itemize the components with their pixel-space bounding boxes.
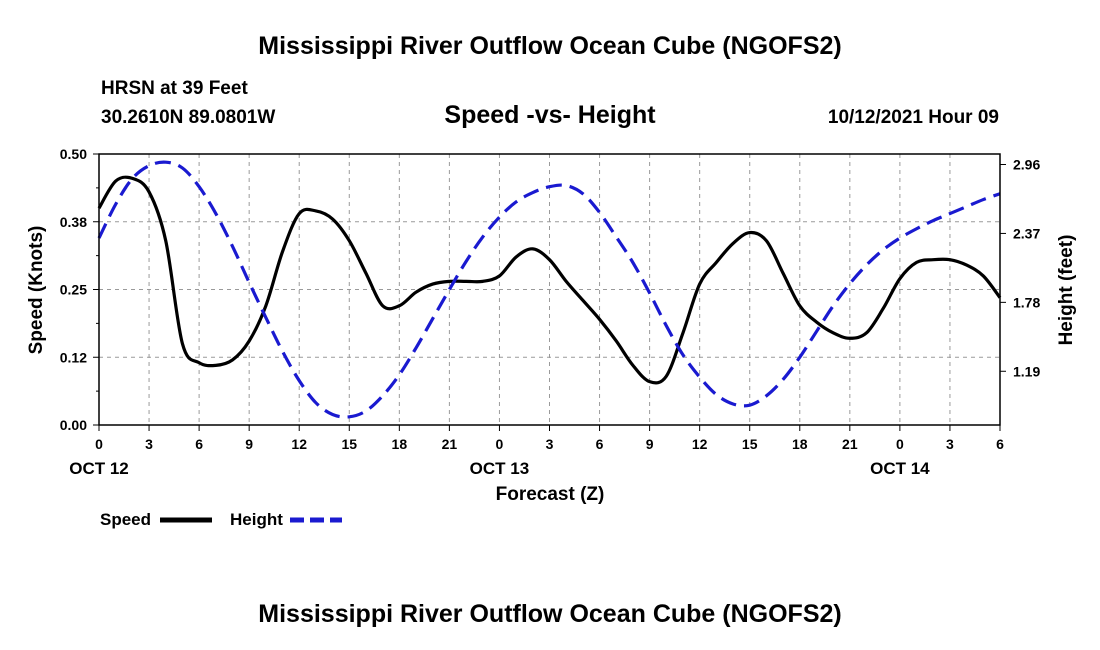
x-tick-label: 9 [646, 436, 654, 452]
x-tick-label: 21 [442, 436, 458, 452]
x-axis-label: Forecast (Z) [496, 484, 605, 505]
y-tick-label-left: 0.25 [60, 282, 87, 298]
x-tick-label: 18 [392, 436, 408, 452]
x-tick-label: 6 [195, 436, 203, 452]
station-coords: 30.2610N 89.0801W [101, 107, 276, 128]
y-tick-label-left: 0.00 [60, 417, 87, 433]
x-tick-label: 3 [946, 436, 954, 452]
y-tick-label-right: 1.78 [1013, 294, 1040, 310]
x-tick-label: 15 [742, 436, 758, 452]
x-tick-label: 6 [996, 436, 1004, 452]
y-tick-label-left: 0.50 [60, 146, 87, 162]
y-tick-label-left: 0.12 [60, 349, 87, 365]
x-tick-label: 21 [842, 436, 858, 452]
issued-time: 10/12/2021 Hour 09 [827, 107, 999, 128]
x-tick-label: 3 [145, 436, 153, 452]
series-line-speed [97, 175, 1002, 385]
x-tick-label: 18 [792, 436, 808, 452]
x-tick-label: 0 [496, 436, 504, 452]
legend-height-label: Height [230, 510, 283, 529]
x-tick-label: 3 [546, 436, 554, 452]
chart-title: Speed -vs- Height [444, 101, 656, 129]
y-tick-label-left: 0.38 [60, 214, 87, 230]
x-date-label: OCT 14 [870, 459, 930, 478]
page-title: Mississippi River Outflow Ocean Cube (NG… [258, 32, 842, 60]
y-tick-label-right: 1.19 [1013, 363, 1040, 379]
legend-speed-label: Speed [100, 510, 151, 529]
grid-lines [99, 154, 1000, 425]
x-tick-label: 12 [692, 436, 708, 452]
footer-title: Mississippi River Outflow Ocean Cube (NG… [258, 600, 842, 628]
x-date-label: OCT 12 [69, 459, 129, 478]
station-name: HRSN at 39 Feet [101, 78, 248, 99]
axes-layer: 0.00 0.12 0.25 0.38 0.50 1.19 1.78 2.37 2.96 0 3 6 9… [60, 146, 1041, 478]
x-date-label: OCT 13 [470, 459, 530, 478]
series-line-height [97, 160, 1001, 419]
y-axis-left-label: Speed (Knots) [26, 226, 47, 355]
y-tick-label-right: 2.37 [1013, 225, 1040, 241]
x-tick-label: 12 [291, 436, 307, 452]
legend: Speed Height [100, 510, 342, 529]
y-axis-right-label: Height (feet) [1056, 235, 1077, 346]
x-tick-label: 0 [896, 436, 904, 452]
y-tick-label-right: 2.96 [1013, 157, 1040, 173]
x-tick-label: 15 [341, 436, 357, 452]
x-tick-label: 9 [245, 436, 253, 452]
x-tick-label: 0 [95, 436, 103, 452]
x-tick-label: 6 [596, 436, 604, 452]
series-layer [97, 160, 1002, 419]
